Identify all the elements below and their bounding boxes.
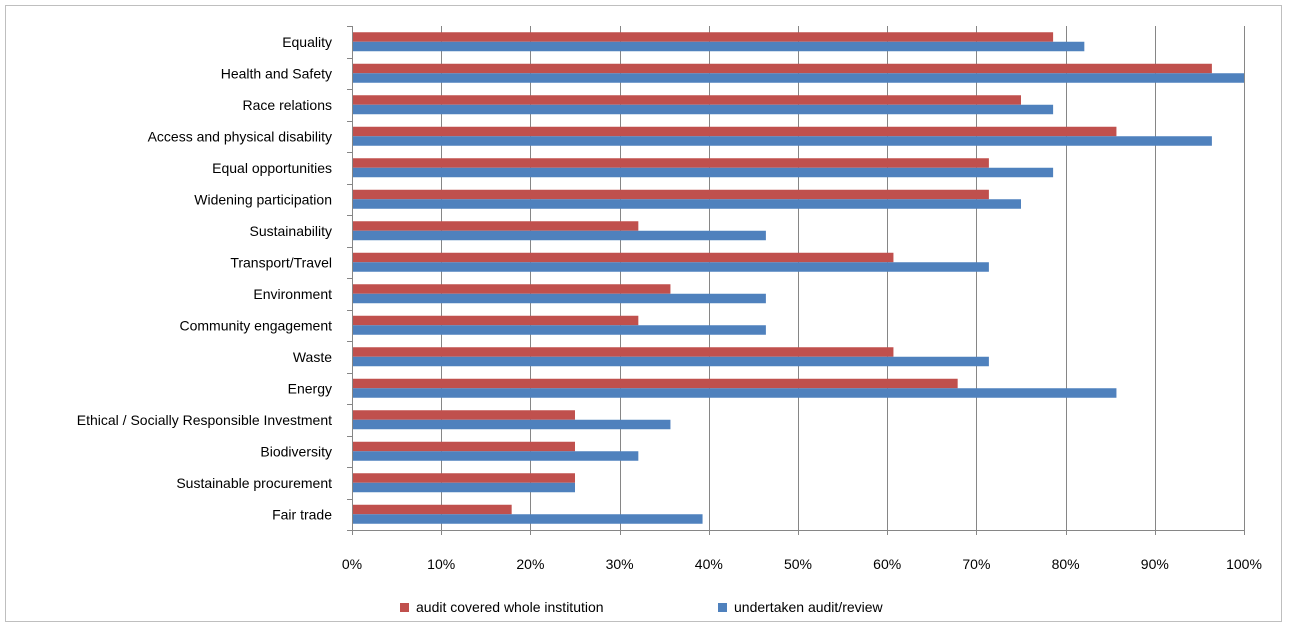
bar-audit-review xyxy=(352,73,1244,83)
bar-audit-review xyxy=(352,199,1021,209)
category-label: Biodiversity xyxy=(260,443,332,459)
bar-whole-institution xyxy=(352,410,575,420)
x-tick-label: 60% xyxy=(873,556,901,572)
x-tick-label: 80% xyxy=(1052,556,1080,572)
bar-audit-review xyxy=(352,482,575,493)
x-tick-label: 10% xyxy=(427,556,455,572)
bar-audit-review xyxy=(352,104,1054,115)
bar-whole-institution xyxy=(352,441,575,452)
bar-whole-institution xyxy=(352,95,1021,105)
bar-whole-institution xyxy=(352,189,989,200)
x-tick-label: 30% xyxy=(606,556,634,572)
legend-item-whole-institution: audit covered whole institution xyxy=(400,599,604,615)
x-tick-labels: 0% 10% 20% 30% 40% 50% 60% 70% 80% 90% 100% xyxy=(342,556,1262,572)
category-label: Health and Safety xyxy=(221,65,332,81)
x-tick-label: 100% xyxy=(1226,556,1262,572)
category-label: Access and physical disability xyxy=(148,128,332,144)
bar-whole-institution xyxy=(352,347,894,357)
axes xyxy=(347,26,1245,535)
bar-whole-institution xyxy=(352,284,671,294)
bar-audit-review xyxy=(352,41,1085,52)
legend-swatch xyxy=(400,603,409,612)
bar-audit-review xyxy=(352,136,1212,146)
category-label: Equality xyxy=(282,34,332,50)
category-label: Ethical / Socially Responsible Investmen… xyxy=(77,412,332,428)
bars xyxy=(352,32,1244,524)
legend-item-audit-review: undertaken audit/review xyxy=(718,599,884,615)
x-tick-label: 90% xyxy=(1141,556,1169,572)
bar-audit-review xyxy=(352,262,989,272)
bar-audit-review xyxy=(352,230,766,241)
category-label: Sustainable procurement xyxy=(176,475,332,491)
bar-whole-institution xyxy=(352,126,1117,137)
category-label: Energy xyxy=(288,380,332,396)
bar-whole-institution xyxy=(352,473,575,483)
bar-whole-institution xyxy=(352,221,639,231)
bar-audit-review xyxy=(352,514,703,524)
x-tick-label: 70% xyxy=(962,556,990,572)
category-label: Race relations xyxy=(243,97,333,113)
legend-label: audit covered whole institution xyxy=(416,599,604,615)
category-label: Transport/Travel xyxy=(230,254,332,270)
bar-whole-institution xyxy=(352,32,1054,42)
category-label: Environment xyxy=(253,286,332,302)
legend: audit covered whole institution undertake… xyxy=(400,599,884,615)
x-tick-label: 50% xyxy=(784,556,812,572)
bar-audit-review xyxy=(352,325,766,335)
bar-whole-institution xyxy=(352,378,958,389)
bar-audit-review xyxy=(352,451,639,461)
bar-audit-review xyxy=(352,419,671,430)
bar-audit-review xyxy=(352,167,1054,178)
bar-whole-institution xyxy=(352,315,639,326)
category-label: Equal opportunities xyxy=(212,160,332,176)
legend-label: undertaken audit/review xyxy=(734,599,884,615)
bar-whole-institution xyxy=(352,158,989,168)
category-label: Sustainability xyxy=(250,223,333,239)
category-label: Waste xyxy=(293,349,332,365)
category-label: Widening participation xyxy=(194,191,332,207)
x-tick-label: 20% xyxy=(516,556,544,572)
bar-whole-institution xyxy=(352,63,1212,74)
category-labels: Equality Health and Safety Race relations A… xyxy=(77,34,332,523)
bar-whole-institution xyxy=(352,252,894,263)
x-tick-label: 40% xyxy=(695,556,723,572)
bar-audit-review xyxy=(352,388,1117,398)
category-label: Fair trade xyxy=(272,506,332,522)
legend-swatch xyxy=(718,603,727,612)
bar-audit-review xyxy=(352,293,766,304)
x-tick-label: 0% xyxy=(342,556,362,572)
bar-whole-institution xyxy=(352,504,512,515)
bar-audit-review xyxy=(352,356,989,367)
category-label: Community engagement xyxy=(179,317,332,333)
